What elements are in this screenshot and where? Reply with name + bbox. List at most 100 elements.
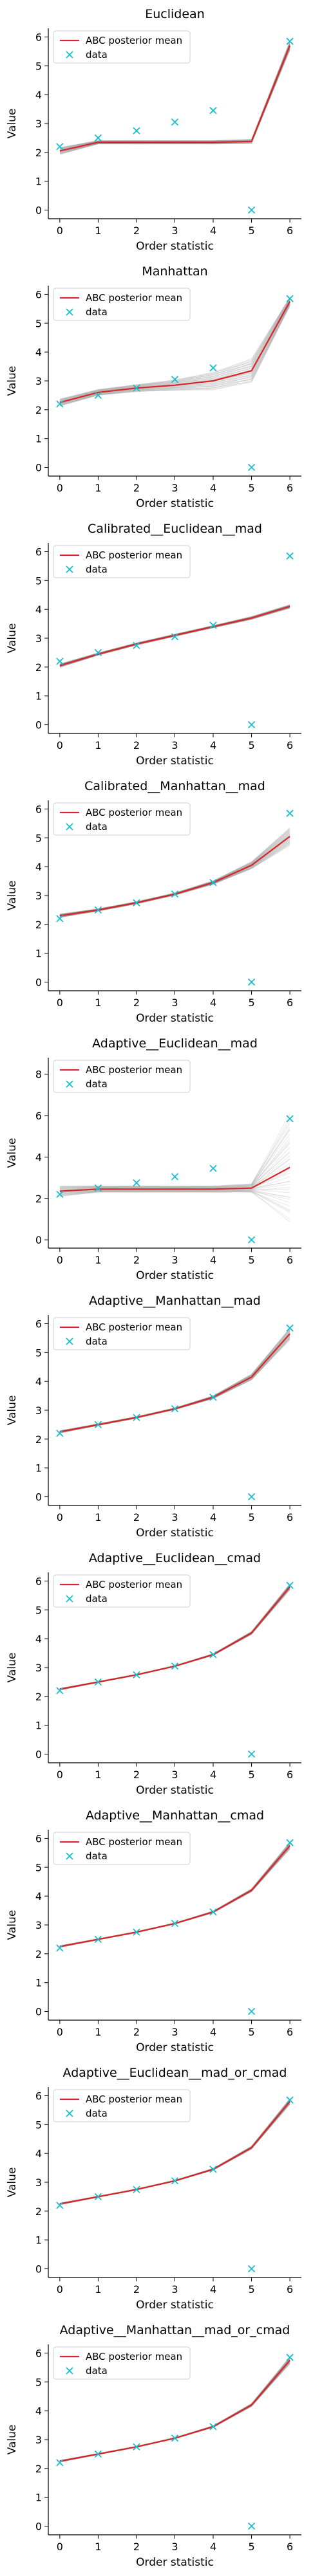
y-axis-label: Value: [6, 881, 19, 911]
data-point: [247, 978, 256, 986]
data-point: [286, 552, 294, 560]
legend-posterior-label: ABC posterior mean: [86, 1064, 182, 1076]
x-tick-label: 1: [95, 997, 101, 1009]
data-point: [171, 2177, 179, 2185]
y-tick-label: 5: [35, 1604, 42, 1616]
posterior-sample-line: [59, 1188, 290, 1194]
posterior-sample-line: [59, 299, 290, 401]
posterior-sample-line: [59, 299, 290, 401]
x-tick-label: 0: [57, 225, 63, 237]
posterior-sample-line: [59, 834, 290, 916]
posterior-mean-line: [59, 1166, 290, 1192]
x-tick-label: 6: [287, 482, 293, 494]
legend: ABC posterior mean data: [53, 30, 191, 64]
posterior-sample-line: [59, 832, 290, 915]
chart-panel-6: Adaptive__Euclidean__cmad 0 1 2 3 4 5 6 0 1 2 3 4 5 6 O…: [6, 1551, 301, 1797]
y-tick-label: 6: [35, 546, 42, 558]
legend: ABC posterior mean data: [53, 1317, 191, 1350]
x-tick-label: 0: [57, 2541, 63, 2553]
legend-box: [53, 288, 191, 321]
y-tick-label: 2: [35, 1948, 42, 1960]
y-tick-label: 1: [35, 2492, 42, 2504]
y-tick-label: 6: [35, 2090, 42, 2102]
posterior-sample-line: [59, 300, 290, 402]
posterior-sample-line: [59, 1337, 290, 1433]
posterior-sample-line: [59, 841, 290, 917]
y-tick-label: 1: [35, 948, 42, 960]
posterior-sample-line: [59, 1134, 290, 1188]
x-tick-label: 1: [95, 1254, 101, 1266]
legend-data-label: data: [86, 1593, 108, 1605]
data-point: [94, 649, 102, 657]
posterior-sample-line: [59, 1336, 290, 1433]
data-point: [133, 1179, 140, 1187]
data-point: [286, 295, 294, 302]
posterior-sample-line: [59, 1336, 290, 1433]
y-tick-label: 2: [35, 1433, 42, 1446]
legend: ABC posterior mean data: [53, 288, 191, 321]
y-tick-label: 4: [35, 1890, 42, 1902]
x-tick-label: 2: [133, 997, 140, 1009]
y-tick-label: 1: [35, 690, 42, 703]
data-point: [133, 384, 140, 392]
x-tick-label: 0: [57, 739, 63, 751]
legend-data-label: data: [86, 821, 108, 833]
posterior-sample-line: [59, 831, 290, 915]
data-point: [247, 1236, 256, 1244]
legend-posterior-label: ABC posterior mean: [86, 35, 182, 46]
posterior-sample-line: [59, 48, 290, 154]
posterior-sample-line: [59, 298, 290, 401]
data-point: [56, 658, 64, 665]
legend-posterior-label: ABC posterior mean: [86, 549, 182, 561]
data-point: [94, 1421, 102, 1429]
legend-data-label: data: [86, 1850, 108, 1862]
posterior-sample-line: [59, 49, 290, 154]
legend-posterior-label: ABC posterior mean: [86, 2093, 182, 2105]
chart-title: Adaptive__Manhattan__mad: [89, 1294, 261, 1308]
legend-data-swatch: [66, 1338, 73, 1345]
y-tick-label: 2: [35, 404, 42, 416]
posterior-sample-line: [59, 297, 290, 400]
data-point: [56, 1944, 64, 1952]
x-tick-label: 4: [210, 1254, 216, 1266]
posterior-sample-line: [59, 1190, 290, 1198]
data-point: [171, 2434, 179, 2442]
data-point: [133, 127, 140, 134]
data-point: [171, 376, 179, 383]
legend-data-label: data: [86, 2365, 108, 2377]
y-tick-label: 4: [35, 346, 42, 358]
x-tick-label: 2: [133, 2026, 140, 2038]
legend-box: [53, 1832, 191, 1865]
x-tick-label: 2: [133, 225, 140, 237]
x-axis-label: Order statistic: [136, 1269, 214, 1282]
data-point: [171, 1920, 179, 1927]
x-tick-label: 3: [171, 2541, 178, 2553]
posterior-sample-line: [59, 48, 290, 153]
posterior-sample-line: [59, 48, 290, 154]
posterior-mean-line: [59, 45, 291, 152]
y-tick-label: 6: [35, 1318, 42, 1330]
x-tick-label: 3: [171, 997, 178, 1009]
posterior-sample-line: [59, 839, 290, 917]
x-tick-label: 3: [171, 739, 178, 751]
y-tick-label: 8: [35, 1069, 42, 1081]
posterior-sample-line: [59, 299, 290, 401]
y-tick-label: 3: [35, 118, 42, 130]
y-axis-label: Value: [6, 623, 19, 654]
x-tick-label: 3: [171, 2283, 178, 2295]
x-tick-label: 4: [210, 225, 216, 237]
posterior-sample-line: [59, 41, 290, 148]
data-point: [209, 2166, 217, 2173]
data-point: [56, 400, 64, 408]
legend-data-swatch: [66, 566, 73, 573]
legend-box: [53, 1317, 191, 1350]
posterior-sample-line: [59, 42, 290, 149]
x-tick-label: 3: [171, 225, 178, 237]
chart-panel-2: Calibrated__Euclidean__mad 0 1 2 3 4 5 6 0 1 2 3 4 5 6…: [6, 522, 301, 768]
data-point: [209, 1394, 217, 1401]
legend: ABC posterior mean data: [53, 545, 191, 578]
x-tick-label: 3: [171, 1511, 178, 1523]
posterior-sample-line: [59, 1191, 290, 1222]
posterior-sample-line: [59, 833, 290, 916]
x-tick-label: 6: [287, 1254, 293, 1266]
